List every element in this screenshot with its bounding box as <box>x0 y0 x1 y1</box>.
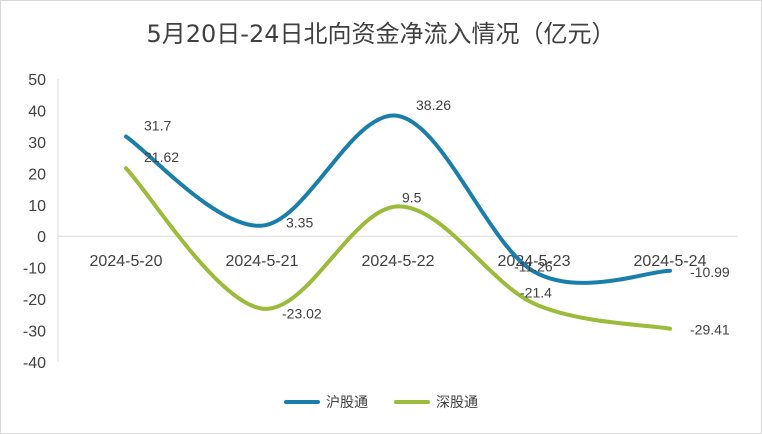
series-layer <box>124 113 672 331</box>
chart-title: 5月20日-24日北向资金净流入情况（亿元） <box>146 20 616 48</box>
y-tick-label: -40 <box>23 355 46 372</box>
y-tick-label: -10 <box>23 261 46 278</box>
data-labels: 31.7 3.35 38.26 -11.26 -10.99 21.62 -23.02 9.5 -… <box>144 97 730 338</box>
y-tick-label: 10 <box>28 198 46 215</box>
series-line-sz <box>124 166 672 331</box>
x-tick-label: 2024-5-20 <box>90 253 163 270</box>
y-tick-label: 40 <box>28 103 46 120</box>
data-label: -11.26 <box>514 259 553 275</box>
y-tick-label: 50 <box>28 72 46 89</box>
data-label: 21.62 <box>144 149 179 165</box>
legend: 沪股通 深股通 <box>0 392 762 412</box>
legend-label-sz: 深股通 <box>436 395 478 411</box>
series-line-sh <box>124 113 672 285</box>
y-tick-label: 0 <box>37 229 46 246</box>
x-tick-label: 2024-5-22 <box>362 253 435 270</box>
y-axis: 50 40 30 20 10 0 -10 -20 -30 -40 <box>23 72 59 372</box>
legend-swatch-sh <box>284 400 320 404</box>
y-tick-label: -30 <box>23 324 46 341</box>
legend-label-sh: 沪股通 <box>326 395 368 411</box>
data-label: 9.5 <box>402 189 422 205</box>
y-tick-label: 30 <box>28 135 46 152</box>
data-label: -10.99 <box>690 264 730 280</box>
legend-swatch-sz <box>394 400 430 404</box>
data-label: -29.41 <box>690 322 730 338</box>
x-tick-label: 2024-5-24 <box>634 253 707 270</box>
data-label: 31.7 <box>144 118 171 134</box>
x-axis: 2024-5-20 2024-5-21 2024-5-22 2024-5-23 2024… <box>58 235 738 270</box>
data-label: 3.35 <box>286 215 313 231</box>
legend-item-sh: 沪股通 <box>284 392 368 412</box>
legend-item-sz: 深股通 <box>394 392 478 412</box>
data-label: -21.4 <box>520 285 552 301</box>
y-tick-label: 20 <box>28 166 46 183</box>
data-label: -23.02 <box>282 306 322 322</box>
data-label: 38.26 <box>416 97 451 113</box>
y-tick-label: -20 <box>23 292 46 309</box>
x-tick-label: 2024-5-21 <box>226 253 299 270</box>
